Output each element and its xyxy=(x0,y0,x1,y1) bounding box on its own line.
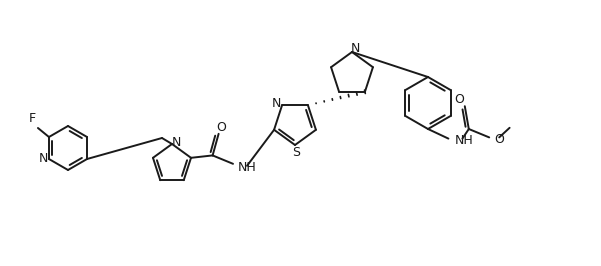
Text: O: O xyxy=(217,121,227,134)
Text: O: O xyxy=(494,133,504,146)
Text: N: N xyxy=(38,152,47,165)
Text: F: F xyxy=(28,111,35,124)
Text: N: N xyxy=(272,97,281,110)
Text: S: S xyxy=(292,147,300,160)
Text: N: N xyxy=(171,136,181,149)
Text: O: O xyxy=(454,93,464,106)
Text: NH: NH xyxy=(238,161,257,174)
Text: N: N xyxy=(350,43,359,56)
Text: NH: NH xyxy=(454,134,473,147)
